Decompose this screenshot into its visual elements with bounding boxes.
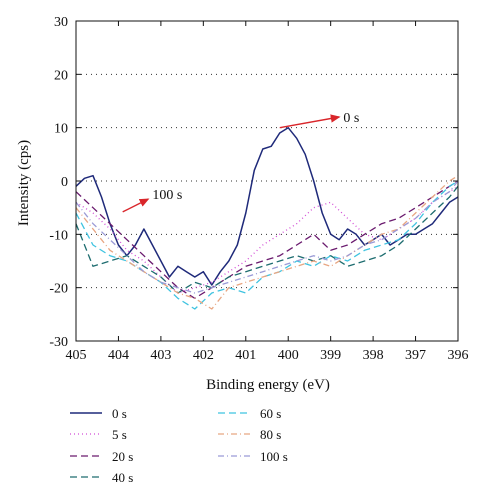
legend-label-1: 5 s: [112, 427, 127, 442]
x-tick-label: 403: [150, 348, 171, 363]
x-tick-label: 401: [235, 348, 256, 363]
grid: [76, 73, 458, 289]
x-tick-label: 397: [405, 348, 426, 363]
series-lines: [75, 126, 459, 310]
series-line-6: [75, 180, 459, 294]
x-tick-label: 405: [66, 348, 87, 363]
y-axis-label: Intensity (cps): [16, 140, 32, 226]
legend-label-2: 20 s: [112, 449, 133, 464]
series-line-1: [75, 185, 459, 294]
annotation-text-1: 100 s: [152, 188, 182, 203]
series-line-0: [75, 126, 459, 286]
x-tick-label: 400: [278, 348, 299, 363]
x-tick-label: 399: [320, 348, 341, 363]
x-tick-label: 404: [108, 348, 129, 363]
x-tick-label: 396: [448, 348, 469, 363]
series-line-2: [75, 180, 459, 299]
y-tick-label: 0: [61, 175, 68, 190]
x-tick-label: 398: [363, 348, 384, 363]
legend: 0 s 5 s 20 s 40 s 60 s 80 s 100 s: [70, 406, 288, 485]
annotation-arrow-0: [279, 114, 341, 129]
annotation-arrow-1: [122, 198, 150, 213]
legend-label-3: 40 s: [112, 470, 133, 485]
legend-label-6: 100 s: [260, 449, 288, 464]
y-tick-label: 20: [54, 68, 68, 83]
legend-label-4: 60 s: [260, 406, 281, 421]
annotations: 0 s 100 s: [122, 111, 359, 213]
legend-label-5: 80 s: [260, 427, 281, 442]
series-line-3: [75, 185, 459, 294]
y-tick-label: -10: [49, 228, 68, 243]
x-tick-label: 402: [193, 348, 214, 363]
y-tick-label: -30: [49, 335, 68, 350]
y-tick-label: 30: [54, 15, 68, 30]
x-axis-label: Binding energy (eV): [206, 377, 330, 393]
legend-label-0: 0 s: [112, 406, 127, 421]
tick-labels: -30 -20 -10 0 10 20 30 405 404 403 402 401 400 399 398…: [49, 15, 468, 363]
y-tick-label: 10: [54, 122, 68, 137]
y-tick-label: -20: [49, 282, 68, 297]
annotation-text-0: 0 s: [343, 111, 359, 126]
